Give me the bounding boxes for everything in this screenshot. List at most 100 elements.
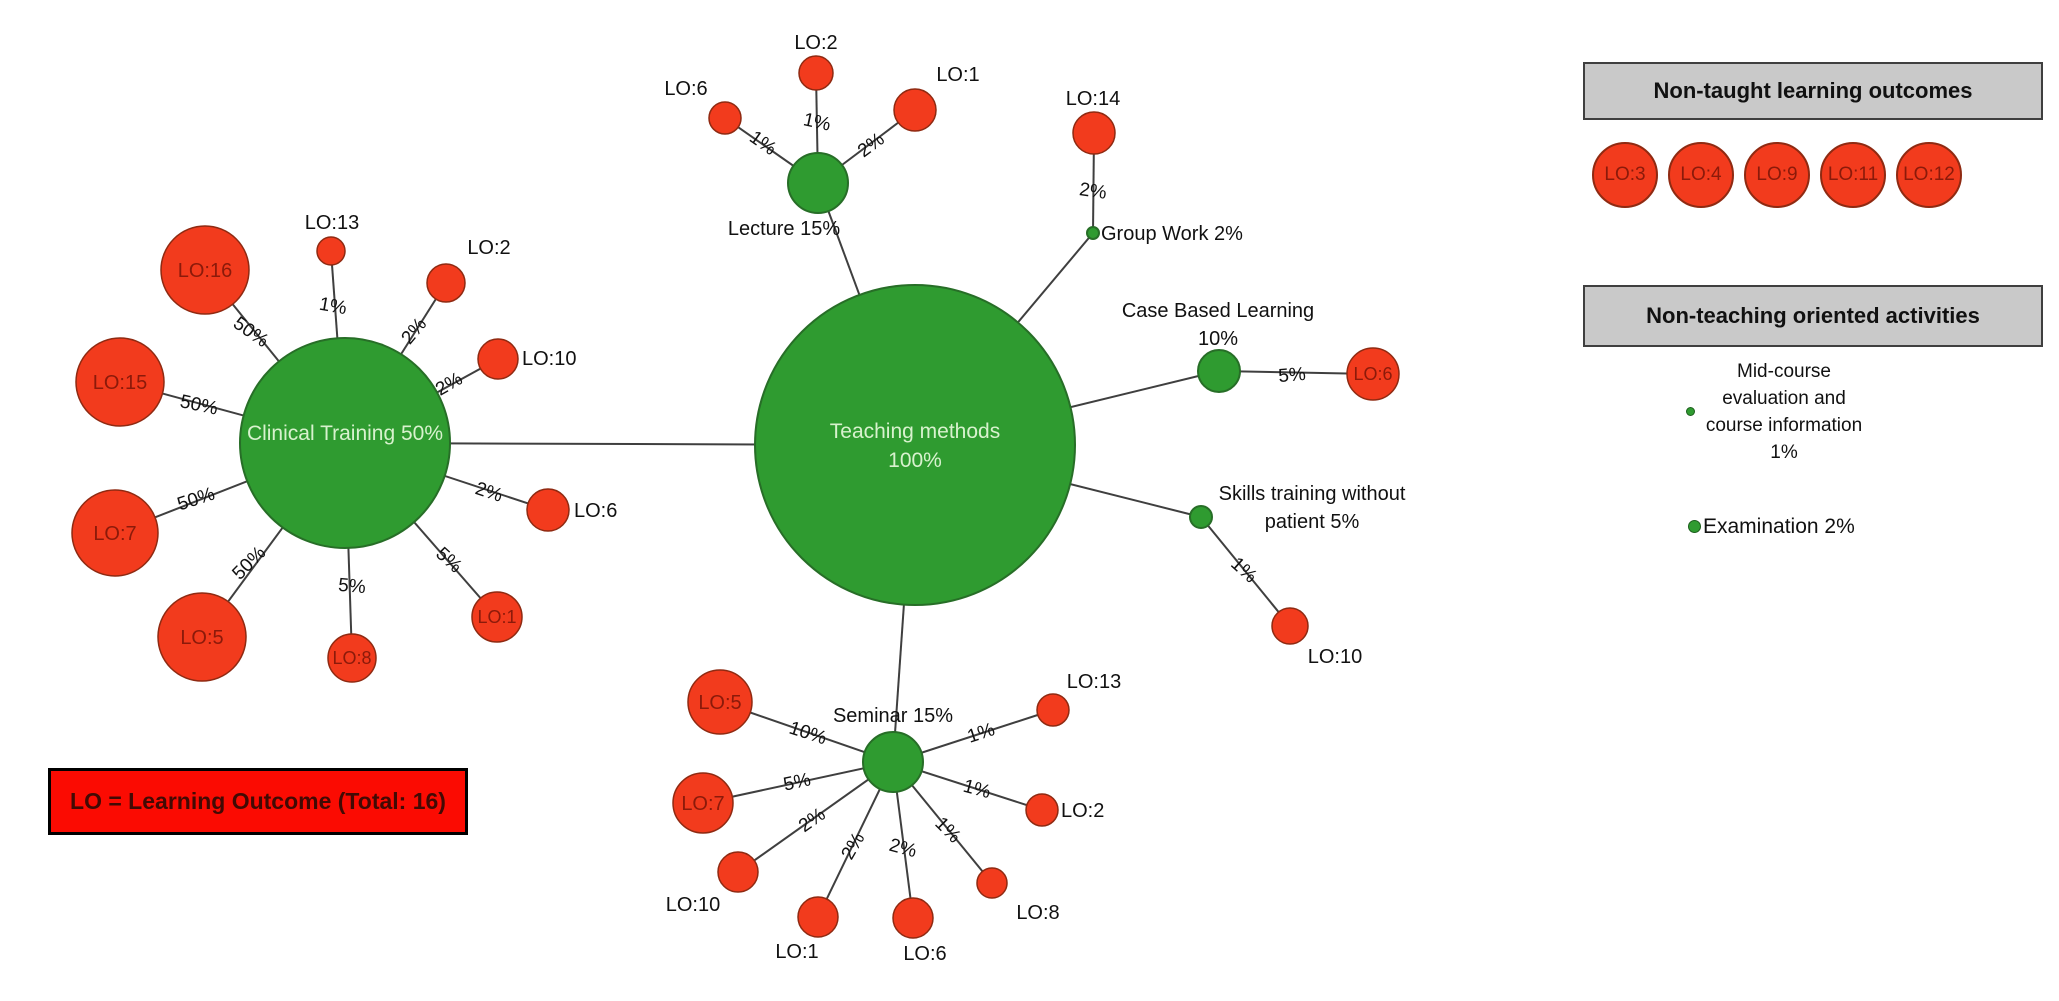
examination-dot-icon: [1688, 520, 1701, 533]
node-cl-lo10: [477, 338, 519, 380]
node-label-groupwork: Group Work 2%: [1101, 223, 1243, 245]
pct-label-sk-lo10: 1%: [1226, 553, 1261, 587]
edge-seminar-sem-lo10: [737, 761, 894, 873]
pct-label-cbl-lo6: 5%: [1277, 364, 1306, 387]
non-taught-panel-title: Non-taught learning outcomes: [1583, 62, 2043, 120]
node-cl-lo13: [316, 236, 346, 266]
node-cl-lo15: [75, 337, 165, 427]
pct-label-cl-lo15: 50%: [178, 391, 220, 419]
node-label-cl-lo7: LO:7: [93, 523, 136, 545]
pct-label-cl-lo13: 1%: [318, 294, 349, 319]
mid-course-line: evaluation and: [1722, 388, 1846, 409]
node-label-skills: Skills training without: [1219, 483, 1406, 505]
node-skills: [1189, 505, 1213, 529]
node-label-sem-lo8: LO:8: [1016, 902, 1059, 924]
pct-label-sem-lo1: 2%: [837, 829, 869, 863]
node-label-sem-lo6: LO:6: [903, 943, 946, 965]
node-label-gw-lo14: LO:14: [1066, 88, 1120, 110]
node-label-cl-lo6: LO:6: [574, 500, 617, 522]
pct-label-sem-lo5: 10%: [787, 718, 830, 750]
node-cl-lo1: [471, 591, 523, 643]
mid-course-dot-icon: [1686, 407, 1695, 416]
non-taught-lo-circle: LO:12: [1896, 142, 1962, 208]
node-cbl-lo6: [1346, 347, 1400, 401]
node-label-cbl-lo6: LO:6: [1353, 364, 1392, 384]
node-label-clinical: Clinical Training 50%: [247, 422, 443, 445]
pct-label-sem-lo6: 2%: [887, 835, 919, 862]
node-label-cl-lo15: LO:15: [93, 372, 147, 394]
pct-label-cl-lo8: 5%: [337, 575, 366, 598]
node-label-cbl: 10%: [1198, 328, 1238, 350]
pct-label-lec-lo6: 1%: [745, 127, 780, 160]
node-cl-lo6: [526, 488, 570, 532]
non-taught-lo-circle: LO:3: [1592, 142, 1658, 208]
node-clinical: [239, 337, 451, 549]
edge-seminar-sem-lo7: [702, 761, 894, 804]
non-teaching-panel-title: Non-teaching oriented activities: [1583, 285, 2043, 347]
pct-label-cl-lo2: 2%: [398, 314, 432, 349]
mid-course-line: course information: [1705, 415, 1863, 436]
node-label-cl-lo10: LO:10: [522, 348, 576, 370]
node-lecture: [787, 152, 849, 214]
node-label-cl-lo2: LO:2: [467, 237, 510, 259]
node-sem-lo2: [1025, 793, 1059, 827]
node-label-lec-lo2: LO:2: [794, 32, 837, 54]
node-gw-lo14: [1072, 111, 1116, 155]
examination-activity-label: Examination 2%: [1703, 515, 1855, 538]
node-cl-lo5: [157, 592, 247, 682]
node-label-lec-lo1: LO:1: [936, 64, 979, 86]
mid-course-line: Mid-course: [1737, 361, 1831, 382]
node-label-cl-lo1: LO:1: [477, 607, 516, 627]
mid-course-activity-label: Mid-course evaluation and course informa…: [1664, 358, 1904, 466]
node-seminar: [862, 731, 924, 793]
node-label-cl-lo13: LO:13: [305, 212, 359, 234]
node-label-cl-lo5: LO:5: [180, 627, 223, 649]
node-cl-lo2: [426, 263, 466, 303]
pct-label-gw-lo14: 2%: [1078, 179, 1108, 204]
node-cl-lo8: [327, 633, 377, 683]
edge-skills-sk-lo10: [1200, 516, 1291, 627]
node-lec-lo1: [893, 88, 937, 132]
node-label-cl-lo16: LO:16: [178, 260, 232, 282]
node-lec-lo6: [708, 101, 742, 135]
pct-label-sem-lo7: 5%: [781, 769, 812, 795]
node-cl-lo16: [160, 225, 250, 315]
node-cbl: [1197, 349, 1241, 393]
node-label-cbl: Case Based Learning: [1122, 300, 1314, 322]
node-label-skills: patient 5%: [1265, 511, 1360, 533]
non-taught-lo-circle: LO:9: [1744, 142, 1810, 208]
node-sem-lo6: [892, 897, 934, 939]
pct-label-sem-lo10: 2%: [795, 804, 830, 837]
node-sem-lo1: [797, 896, 839, 938]
node-label-sem-lo10: LO:10: [666, 894, 720, 916]
node-label-sem-lo2: LO:2: [1061, 800, 1104, 822]
pct-label-cl-lo6: 2%: [473, 478, 506, 506]
pct-label-sem-lo13: 1%: [965, 719, 998, 747]
node-cl-lo7: [71, 489, 159, 577]
node-lec-lo2: [798, 55, 834, 91]
node-label-sem-lo1: LO:1: [775, 941, 818, 963]
node-label-lecture: Lecture 15%: [728, 218, 841, 240]
node-groupwork: [1086, 226, 1100, 240]
pct-label-cl-lo7: 50%: [175, 484, 218, 516]
node-tm: [754, 284, 1076, 606]
node-label-lec-lo6: LO:6: [664, 78, 707, 100]
mid-course-line: 1%: [1770, 442, 1798, 463]
node-sem-lo13: [1036, 693, 1070, 727]
node-label-sem-lo5: LO:5: [698, 692, 741, 714]
node-sem-lo8: [976, 867, 1008, 899]
pct-label-cl-lo5: 50%: [228, 542, 270, 584]
node-label-sem-lo13: LO:13: [1067, 671, 1121, 693]
node-label-tm: Teaching methods: [830, 420, 1000, 443]
non-taught-lo-circle: LO:4: [1668, 142, 1734, 208]
node-label-sem-lo7: LO:7: [681, 793, 724, 815]
node-label-tm: 100%: [888, 449, 942, 472]
node-sem-lo5: [687, 669, 753, 735]
pct-label-sem-lo2: 1%: [961, 776, 993, 803]
node-label-sk-lo10: LO:10: [1308, 646, 1362, 668]
pct-label-lec-lo2: 1%: [801, 109, 832, 135]
node-sem-lo7: [672, 772, 734, 834]
non-taught-outcomes-row: LO:3 LO:4 LO:9 LO:11 LO:12: [1592, 142, 1962, 208]
